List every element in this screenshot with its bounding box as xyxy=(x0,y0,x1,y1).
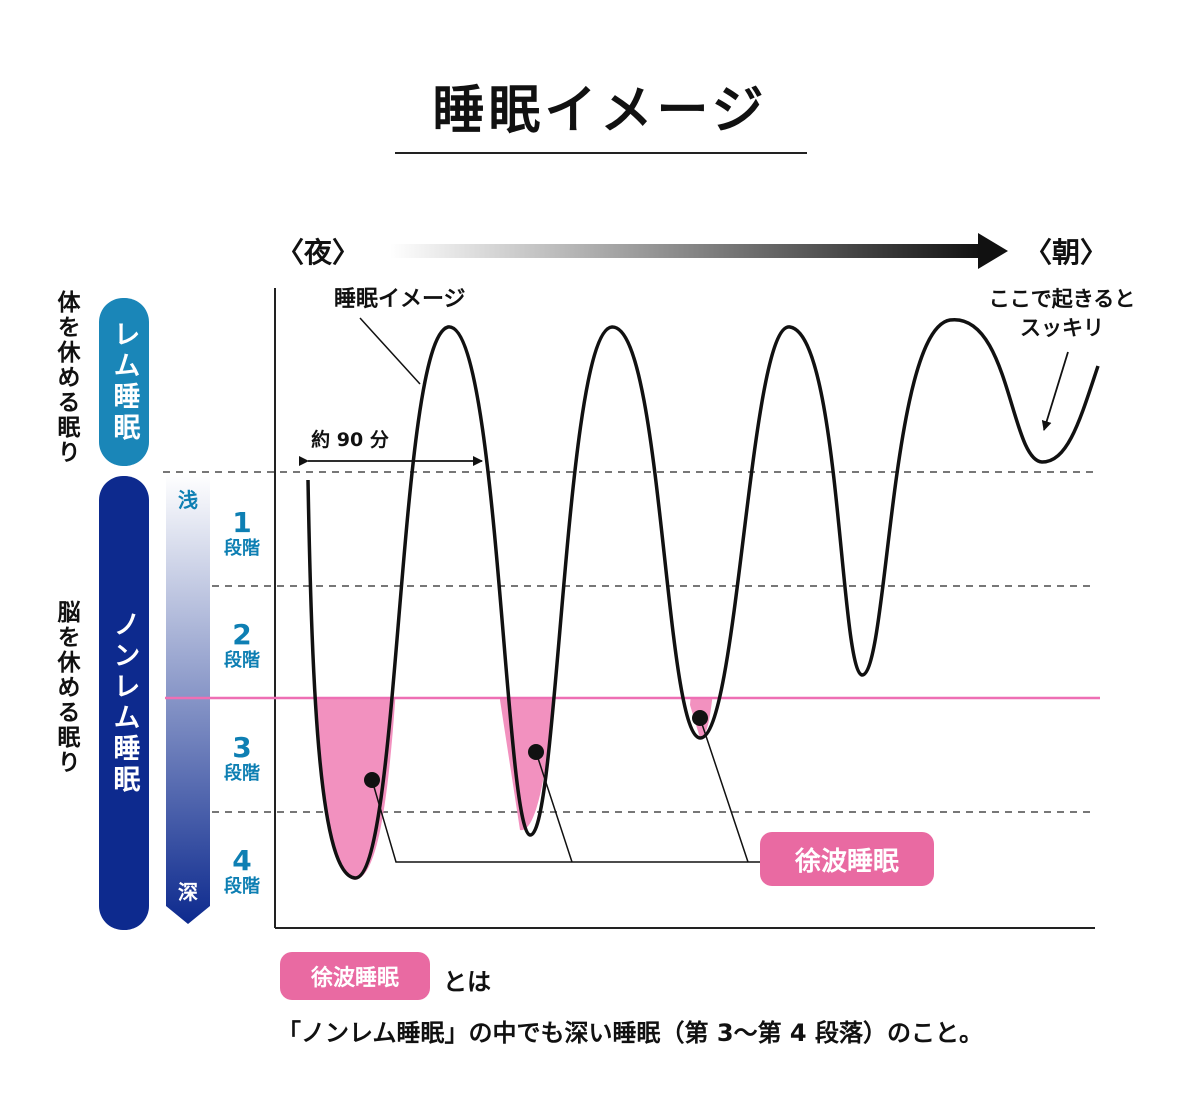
rem-pill: レム睡眠 xyxy=(99,298,149,466)
wake-label-line1: ここで起きると xyxy=(989,287,1136,311)
night-label: 〈夜〉 xyxy=(276,236,360,269)
wake-label-line2: スッキリ xyxy=(1020,316,1104,340)
stage-1-number: 1 xyxy=(232,506,252,539)
slow-wave-leader-3 xyxy=(699,717,749,863)
stage-3-number: 3 xyxy=(232,731,252,764)
sleep-curve xyxy=(306,318,1100,880)
nonrem-description: 脳を休める眠り xyxy=(53,600,79,775)
stage-2: 2 段階 xyxy=(216,620,268,672)
stage-2-number: 2 xyxy=(232,618,252,651)
stage-2-label: 段階 xyxy=(224,650,260,671)
stage-3-label: 段階 xyxy=(224,763,260,784)
stage-4-label: 段階 xyxy=(224,876,260,897)
curve-label: 睡眠イメージ xyxy=(334,287,466,312)
slow-wave-fill xyxy=(315,698,713,880)
bottom-slow-wave-badge: 徐波睡眠 xyxy=(280,952,430,1000)
nonrem-pill: ノンレム睡眠 xyxy=(99,476,149,930)
curve-label-leader xyxy=(359,317,421,385)
slow-wave-leader-1 xyxy=(371,779,760,863)
bottom-suffix: とは xyxy=(443,968,491,996)
stage-4-number: 4 xyxy=(232,844,252,877)
deep-label: 深 xyxy=(178,880,198,904)
wake-arrow xyxy=(1041,351,1069,431)
slow-wave-leader-2 xyxy=(535,751,573,863)
title-underline xyxy=(395,152,807,154)
bottom-description: 「ノンレム睡眠」の中でも深い睡眠（第 3〜第 4 段落）のこと。 xyxy=(277,1019,983,1047)
stage-3: 3 段階 xyxy=(216,733,268,785)
time-arrow-head xyxy=(978,233,1008,269)
stage-1: 1 段階 xyxy=(216,508,268,560)
cycle-label: 約 90 分 xyxy=(311,428,389,451)
morning-label: 〈朝〉 xyxy=(1024,236,1108,269)
time-arrow-bar xyxy=(390,244,982,258)
shallow-label: 浅 xyxy=(178,488,198,512)
page-title: 睡眠イメージ xyxy=(432,81,768,141)
slow-wave-badge: 徐波睡眠 xyxy=(760,832,934,886)
stage-4: 4 段階 xyxy=(216,846,268,898)
stage-1-label: 段階 xyxy=(224,538,260,559)
rem-description: 体を休める眠り xyxy=(53,290,79,465)
